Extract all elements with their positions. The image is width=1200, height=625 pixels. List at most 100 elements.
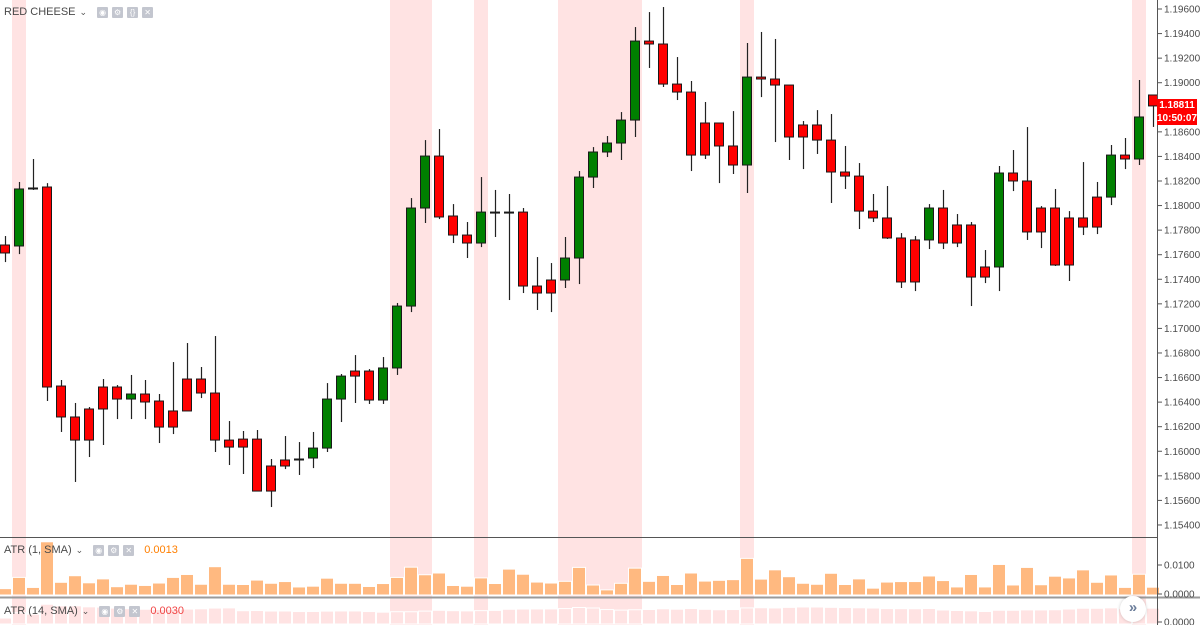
atr14-bar [446,610,460,625]
atr14-bar [572,607,586,625]
atr1-bar [1062,577,1076,596]
axis-tick-label: 1.18000 [1164,201,1200,212]
candle-body [896,237,906,283]
axis-tick-label: 1.19600 [1164,5,1200,16]
candle-body [336,375,346,400]
candle-body [378,367,388,401]
session-highlight [572,0,586,625]
candle [210,336,220,452]
eye-icon[interactable]: ◉ [97,6,109,18]
candle [336,373,346,423]
candle [266,458,276,508]
candle-body [224,439,234,448]
atr14-bar [460,610,474,625]
candle [1092,181,1102,235]
atr1-bar [782,576,796,596]
atr14-bar [754,607,768,625]
atr1-bar [558,580,572,596]
session-highlight [600,0,614,625]
candle-body [364,370,374,401]
atr1-bar [320,577,334,596]
candle-body [644,40,654,45]
atr1-bar [1104,574,1118,596]
close-icon[interactable]: ✕ [123,544,135,556]
atr1-bar [264,582,278,596]
candle-body [616,119,626,144]
candle-body [546,279,556,294]
atr14-bar [642,608,656,625]
candle-body [994,172,1004,268]
atr14-bar [264,610,278,625]
candle [644,12,654,68]
candle-body [532,285,542,294]
candle-body [196,378,206,394]
candle [406,198,416,313]
atr14-bar [236,610,250,625]
axis-tick-label: 1.18400 [1164,152,1200,163]
candle [224,421,234,466]
atr1-bar [194,583,208,596]
atr14-bar [600,609,614,625]
axis-tick-label: 1.16600 [1164,373,1200,384]
atr1-bar [502,568,516,596]
atr14-bar [894,608,908,625]
candle [924,204,934,250]
atr14-bar [950,610,964,625]
symbol-legend: RED CHEESE ⌄ ◉ ⚙ {} ✕ [4,6,154,18]
atr14-bar [516,608,530,625]
gear-icon[interactable]: ⚙ [112,6,124,18]
close-icon[interactable]: ✕ [129,605,141,617]
atr14-bar [362,611,376,625]
atr14-bar [824,606,838,625]
atr14-bar [628,609,642,625]
candle-body [672,83,682,93]
gear-icon[interactable]: ⚙ [108,544,120,556]
chevron-down-icon[interactable]: ⌄ [79,6,88,17]
atr14-bar [418,610,432,625]
candle [238,430,248,474]
atr14-bar [586,607,600,625]
atr14-bar [866,607,880,625]
candle [826,114,836,203]
braces-icon[interactable]: {} [127,6,139,18]
candle-body [1134,116,1144,160]
atr14-title[interactable]: ATR (14, SMA) [4,605,78,617]
candle-body [812,124,822,141]
chevron-down-icon[interactable]: ⌄ [75,544,84,555]
atr1-title[interactable]: ATR (1, SMA) [4,544,72,556]
axis-tick-label: 1.17600 [1164,250,1200,261]
atr14-legend: ATR (14, SMA) ⌄ ◉ ⚙ ✕ 0.0030 [4,605,184,617]
candle-body [448,215,458,236]
atr1-bar [978,586,992,596]
candle [546,263,556,313]
atr14-bar [852,607,866,625]
candle-body [1036,207,1046,233]
price-axis[interactable]: 1.19600 1.19400 1.19200 1.19000 1.18600 1.184… [1158,5,1200,532]
scroll-to-realtime-button[interactable]: » [1120,596,1146,622]
atr14-bar [306,610,320,625]
candle [630,27,640,138]
session-highlight [404,0,418,625]
axis-tick-label: 0.0000 [1164,590,1195,601]
atr1-bar [642,580,656,596]
gear-icon[interactable]: ⚙ [114,605,126,617]
candle [686,80,696,172]
session-highlight [628,0,642,625]
candle [476,177,486,248]
atr14-bar [1146,607,1160,625]
atr1-bar [838,584,852,596]
symbol-name[interactable]: RED CHEESE [4,6,76,18]
close-icon[interactable]: ✕ [142,6,154,18]
atr14-bar [1104,607,1118,625]
eye-icon[interactable]: ◉ [99,605,111,617]
candle [812,110,822,154]
candle [728,111,738,174]
atr1-bar [1118,586,1132,596]
atr14-bar [502,608,516,625]
chevron-down-icon[interactable]: ⌄ [81,605,90,616]
atr1-bar [796,582,810,596]
candle [714,122,724,184]
eye-icon[interactable]: ◉ [93,544,105,556]
axis-tick-label: 1.15600 [1164,496,1200,507]
